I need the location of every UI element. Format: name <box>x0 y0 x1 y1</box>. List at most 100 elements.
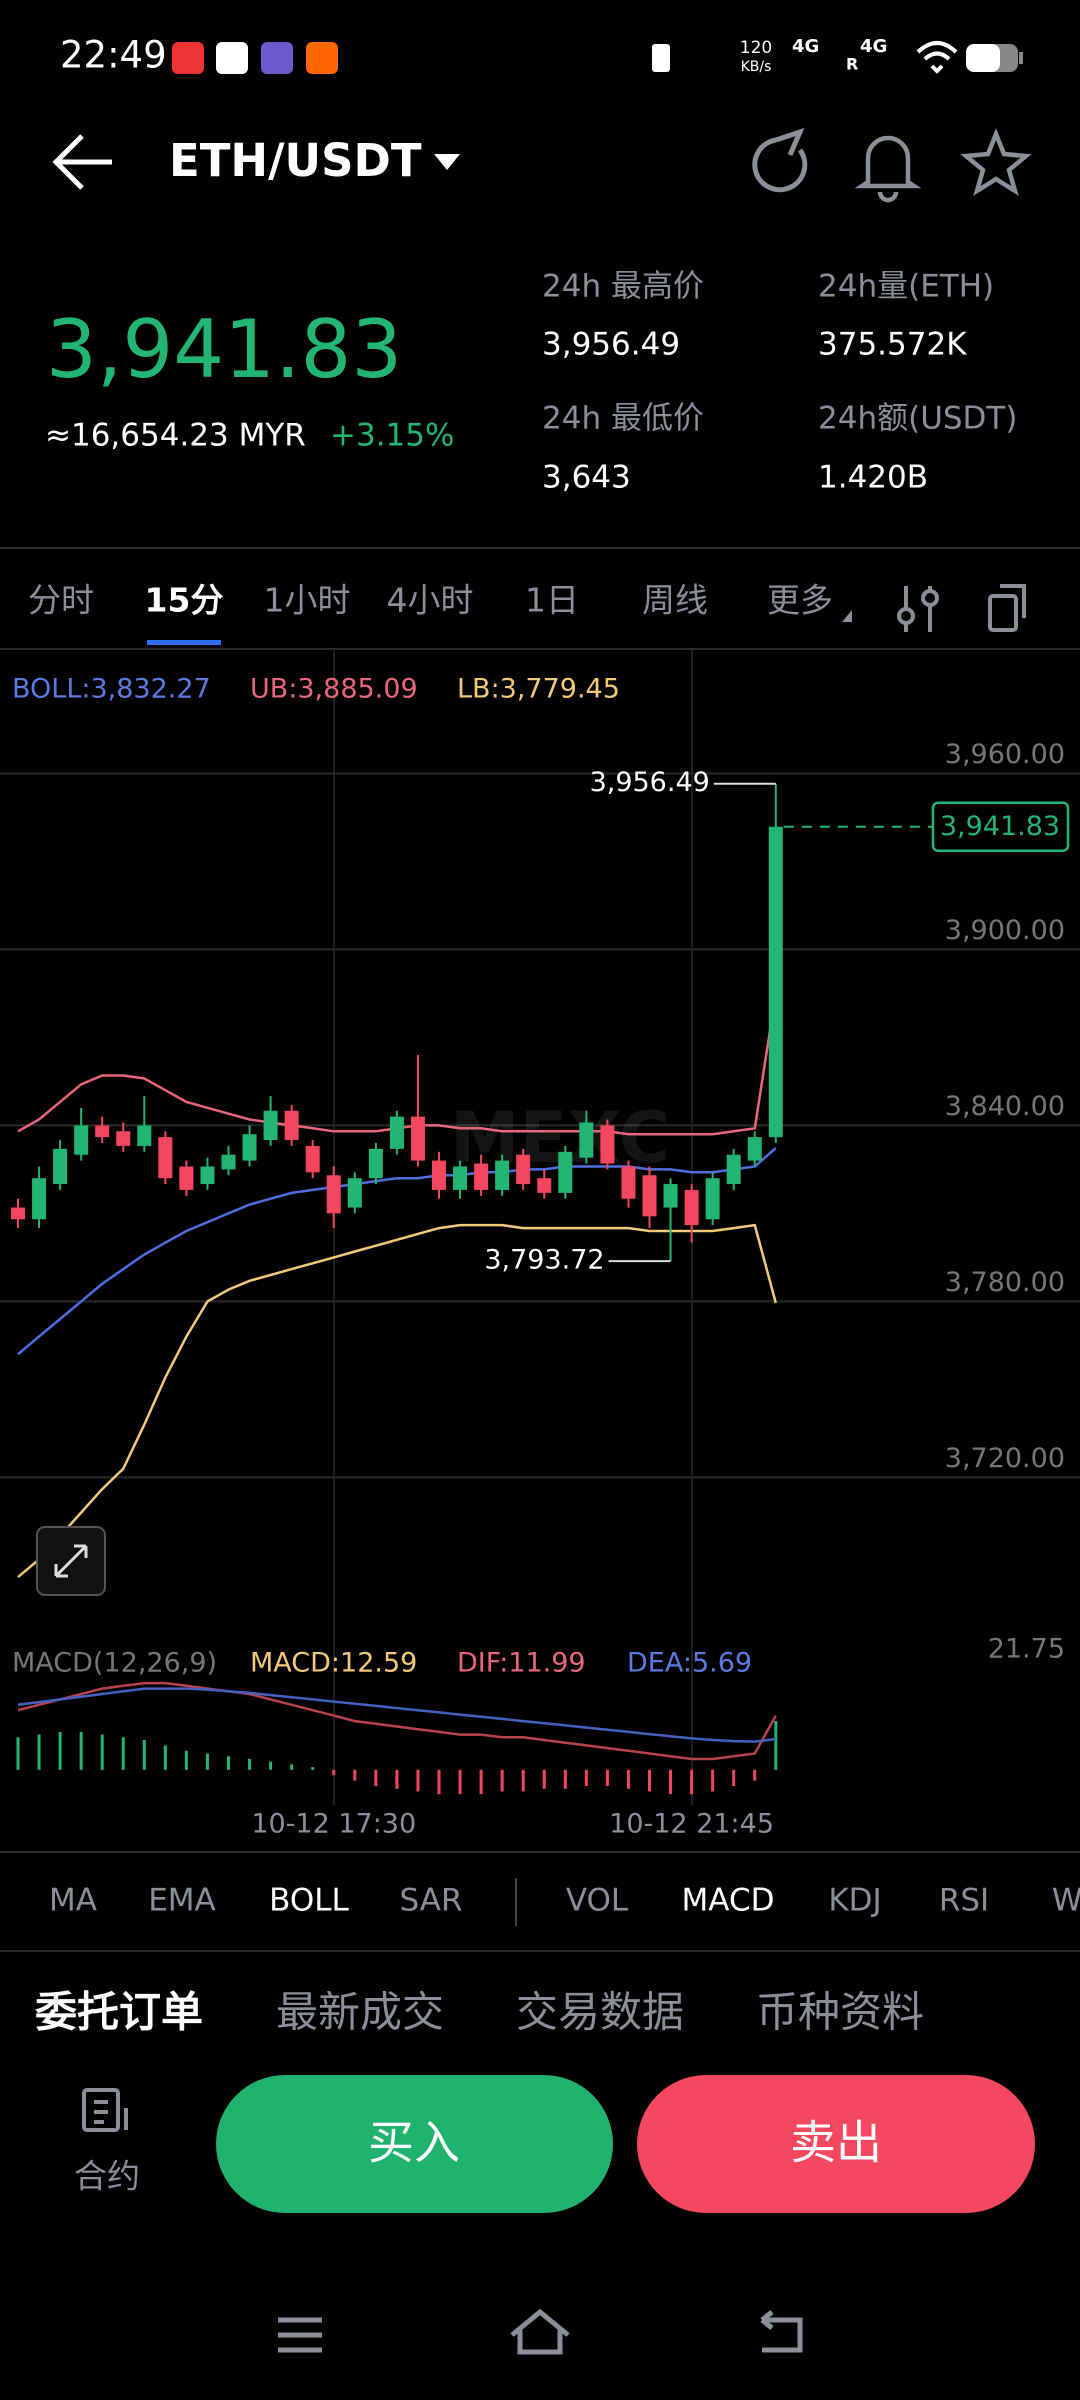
kline-chart: 3,960.00 3,900.00 3,840.00 3,780.00 3,720.00… <box>0 650 1080 1840</box>
annotation-label: 3,793.72 <box>484 1245 604 1276</box>
divider <box>0 547 1080 549</box>
sell-label[interactable]: 卖出 <box>790 2116 882 2170</box>
indicator-tab[interactable]: MA <box>49 1883 97 1919</box>
candle-body <box>95 1125 110 1138</box>
net-unit: KB/s <box>741 59 772 75</box>
candle-body <box>74 1125 89 1155</box>
chart-tools[interactable] <box>897 584 1026 632</box>
candle-body <box>410 1116 425 1161</box>
alert-button[interactable] <box>854 135 922 203</box>
boll-line <box>17 1223 778 1579</box>
stat-value: 375.572K <box>818 327 967 363</box>
favorite-button[interactable] <box>960 127 1032 197</box>
sell-button[interactable] <box>637 2075 1035 2213</box>
price-tag: 3,941.83 <box>940 811 1060 842</box>
stat-value: 3,956.49 <box>542 327 680 363</box>
net-speed: 120 <box>740 38 772 58</box>
interval-tab[interactable]: 更多 <box>767 581 833 620</box>
interval-tab[interactable]: 15分 <box>145 581 224 620</box>
x-tick-label: 10-12 17:30 <box>251 1809 416 1840</box>
candle-body <box>663 1184 678 1208</box>
candle-body <box>726 1154 741 1185</box>
expand-icon[interactable] <box>54 1544 88 1578</box>
candle-body <box>221 1154 236 1170</box>
plot-area <box>11 783 783 1579</box>
interval-tab[interactable]: 周线 <box>642 581 708 620</box>
candle-body <box>432 1160 446 1190</box>
interval-tab[interactable]: 4小时 <box>387 581 474 620</box>
pair-title[interactable]: ETH/USDT <box>169 134 422 187</box>
buy-button[interactable] <box>216 2075 613 2213</box>
roaming: R <box>846 55 858 74</box>
indicator-tab[interactable]: BOLL <box>269 1883 349 1919</box>
indicator-tab[interactable]: SAR <box>400 1883 463 1919</box>
fiat-price: ≈16,654.23 MYR <box>45 418 306 454</box>
interval-tab[interactable]: 分时 <box>28 581 94 620</box>
pair-dropdown[interactable] <box>434 154 460 170</box>
candle-body <box>495 1160 510 1190</box>
macd-legend: MACD(12,26,9) <box>12 1648 217 1679</box>
y-tick-label: 3,960.00 <box>945 739 1065 770</box>
more-arrow[interactable] <box>842 610 852 622</box>
candle-body <box>474 1163 489 1190</box>
y-tick-label: 3,720.00 <box>945 1443 1065 1474</box>
y-tick-label: 3,840.00 <box>945 1091 1065 1122</box>
clock: 22:49 <box>60 34 167 77</box>
indicator-tab[interactable]: RSI <box>939 1883 989 1919</box>
macd-legend: DEA:5.69 <box>627 1648 752 1679</box>
interval-tab[interactable]: 1日 <box>525 581 579 620</box>
vibrate-icon <box>652 44 670 72</box>
annotation-label: 3,956.49 <box>590 767 710 798</box>
candle-body <box>11 1207 25 1220</box>
nav-bar[interactable] <box>278 2308 803 2355</box>
candle-body <box>389 1116 404 1149</box>
indicator-tab[interactable]: WR <box>1052 1883 1080 1919</box>
stat-label: 24h额(USDT) <box>818 401 1017 437</box>
candle-body <box>284 1110 299 1141</box>
divider <box>0 648 1080 650</box>
order-tab[interactable]: 币种资料 <box>756 1988 924 2037</box>
macd-tick-label: 21.75 <box>988 1634 1065 1665</box>
contract-label[interactable]: 合约 <box>74 2157 140 2196</box>
candle-body <box>516 1154 531 1185</box>
price-tag-box <box>931 801 1070 852</box>
contract-icon[interactable] <box>82 2088 128 2132</box>
candle-body <box>305 1145 320 1173</box>
legend-label: LB:3,779.45 <box>457 674 620 705</box>
candle-body <box>600 1125 615 1164</box>
candle-body <box>768 826 783 1138</box>
candle-body <box>326 1175 341 1214</box>
battery <box>966 44 1023 72</box>
indicator-tab[interactable]: VOL <box>566 1883 629 1919</box>
stat-value: 3,643 <box>542 460 631 496</box>
signal-type: 4G <box>860 36 887 57</box>
interval-tab[interactable]: 1小时 <box>264 581 351 620</box>
indicator-tab[interactable]: KDJ <box>828 1883 881 1919</box>
candle-body <box>684 1189 699 1226</box>
candle-body <box>621 1166 636 1199</box>
order-tab[interactable]: 交易数据 <box>516 1988 684 2037</box>
signal-type: 4G <box>792 36 819 57</box>
separator <box>515 1878 517 1926</box>
x-tick-label: 10-12 21:45 <box>609 1809 774 1840</box>
legend-label: BOLL:3,832.27 <box>12 674 211 705</box>
buy-label[interactable]: 买入 <box>368 2116 460 2170</box>
tab-underline <box>147 640 221 645</box>
indicator-tab[interactable]: EMA <box>148 1883 216 1919</box>
indicator-tab[interactable]: MACD <box>682 1883 775 1919</box>
candle-body <box>747 1137 762 1161</box>
macd-legend: DIF:11.99 <box>457 1648 586 1679</box>
notification-icons <box>172 42 338 74</box>
macd-legend: MACD:12.59 <box>250 1648 417 1679</box>
divider <box>0 1851 1080 1853</box>
back-button[interactable] <box>52 134 112 190</box>
candle-body <box>53 1148 68 1185</box>
order-tab[interactable]: 委托订单 <box>35 1988 203 2037</box>
candle-body <box>537 1178 552 1193</box>
change-percent: +3.15% <box>330 418 454 454</box>
candle-body <box>368 1148 383 1179</box>
order-tab[interactable]: 最新成交 <box>276 1988 444 2037</box>
stat-label: 24h 最低价 <box>542 401 704 437</box>
refresh-button[interactable] <box>752 127 808 193</box>
